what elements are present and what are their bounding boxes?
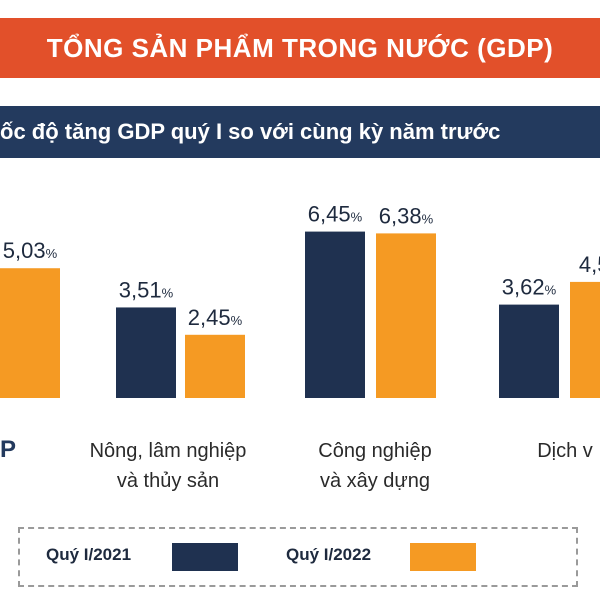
data-label-2021-1: 3,51%: [119, 277, 174, 302]
bar-2022-0: [0, 268, 60, 398]
data-label-2022-1: 2,45%: [188, 305, 243, 330]
legend-label-2021: Quý I/2021: [46, 545, 132, 564]
subtitle-bar: ốc độ tăng GDP quý I so với cùng kỳ năm …: [0, 106, 600, 158]
category-label-2: Công nghiệp và xây dựng: [318, 440, 431, 492]
bar-2021-2: [305, 231, 365, 398]
category-label-1: Nông, lâm nghiệp và thủy sản: [90, 440, 247, 492]
title-bar: TỔNG SẢN PHẨM TRONG NƯỚC (GDP): [0, 18, 600, 78]
data-label-2021-2: 6,45%: [308, 202, 363, 227]
data-label-2022-0: 5,03%: [3, 238, 58, 263]
data-label-2022-3: 4,5%: [579, 252, 600, 277]
legend: Quý I/2021 Quý I/2022: [18, 527, 578, 587]
bar-2021-3: [499, 304, 559, 398]
data-label-2021-3: 3,62%: [502, 275, 557, 300]
bar-2021-1: [116, 307, 176, 398]
category-label-0: P: [0, 436, 16, 463]
bar-chart: 3,51% 6,45% 3,62% 5,03% 2,45% 6,38% 4,5% P Nông,…: [0, 202, 600, 492]
legend-swatch-2022: [410, 543, 476, 571]
chart-title: TỔNG SẢN PHẨM TRONG NƯỚC (GDP): [46, 32, 554, 63]
data-label-2022-2: 6,38%: [379, 203, 434, 228]
legend-swatch-2021: [172, 543, 238, 571]
bar-2022-1: [185, 334, 245, 398]
category-label-3: Dịch v: [537, 440, 593, 462]
bar-2022-2: [376, 233, 436, 398]
bar-2022-3: [570, 281, 600, 398]
chart-subtitle: ốc độ tăng GDP quý I so với cùng kỳ năm …: [0, 119, 501, 144]
legend-label-2022: Quý I/2022: [286, 545, 372, 564]
